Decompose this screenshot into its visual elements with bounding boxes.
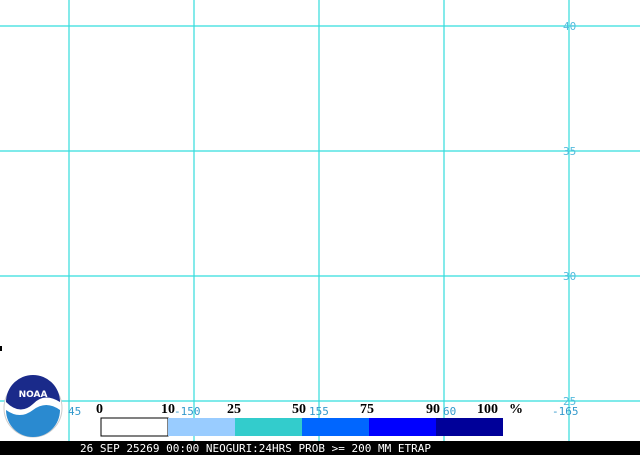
grid — [0, 0, 640, 441]
legend-swatch — [168, 418, 235, 436]
legend-swatch — [369, 418, 436, 436]
svg-text:NOAA: NOAA — [19, 390, 48, 400]
legend-label: 100 — [477, 402, 498, 417]
legend-label: 50 — [292, 402, 306, 417]
lon-label: 45 — [68, 405, 81, 418]
legend: 0 10 25 50 75 90 100 % — [96, 402, 523, 437]
lon-label: 60 — [443, 405, 456, 418]
legend-label: 25 — [227, 402, 241, 417]
legend-label: 0 — [96, 402, 103, 417]
lon-label: 155 — [309, 405, 329, 418]
footer-bar — [0, 441, 640, 455]
noaa-logo: NOAA — [3, 375, 63, 438]
legend-label: 75 — [360, 402, 374, 417]
edge-mark — [0, 346, 2, 351]
footer-text: 26 SEP 25269 00:00 NEOGURI:24HRS PROB >=… — [80, 442, 431, 455]
legend-swatch — [302, 418, 369, 436]
legend-swatch — [436, 418, 503, 436]
lon-label: -150 — [174, 405, 201, 418]
lat-label: 25 — [563, 395, 576, 408]
lat-label: 40 — [563, 20, 576, 33]
legend-swatch — [100, 417, 169, 437]
lat-label: 35 — [563, 145, 576, 158]
legend-swatch — [235, 418, 302, 436]
lat-label: 30 — [563, 270, 576, 283]
legend-label: 90 — [426, 402, 440, 417]
legend-unit: % — [509, 402, 523, 417]
legend-label: 10 — [161, 402, 175, 417]
lon-label: -165 — [552, 405, 579, 418]
